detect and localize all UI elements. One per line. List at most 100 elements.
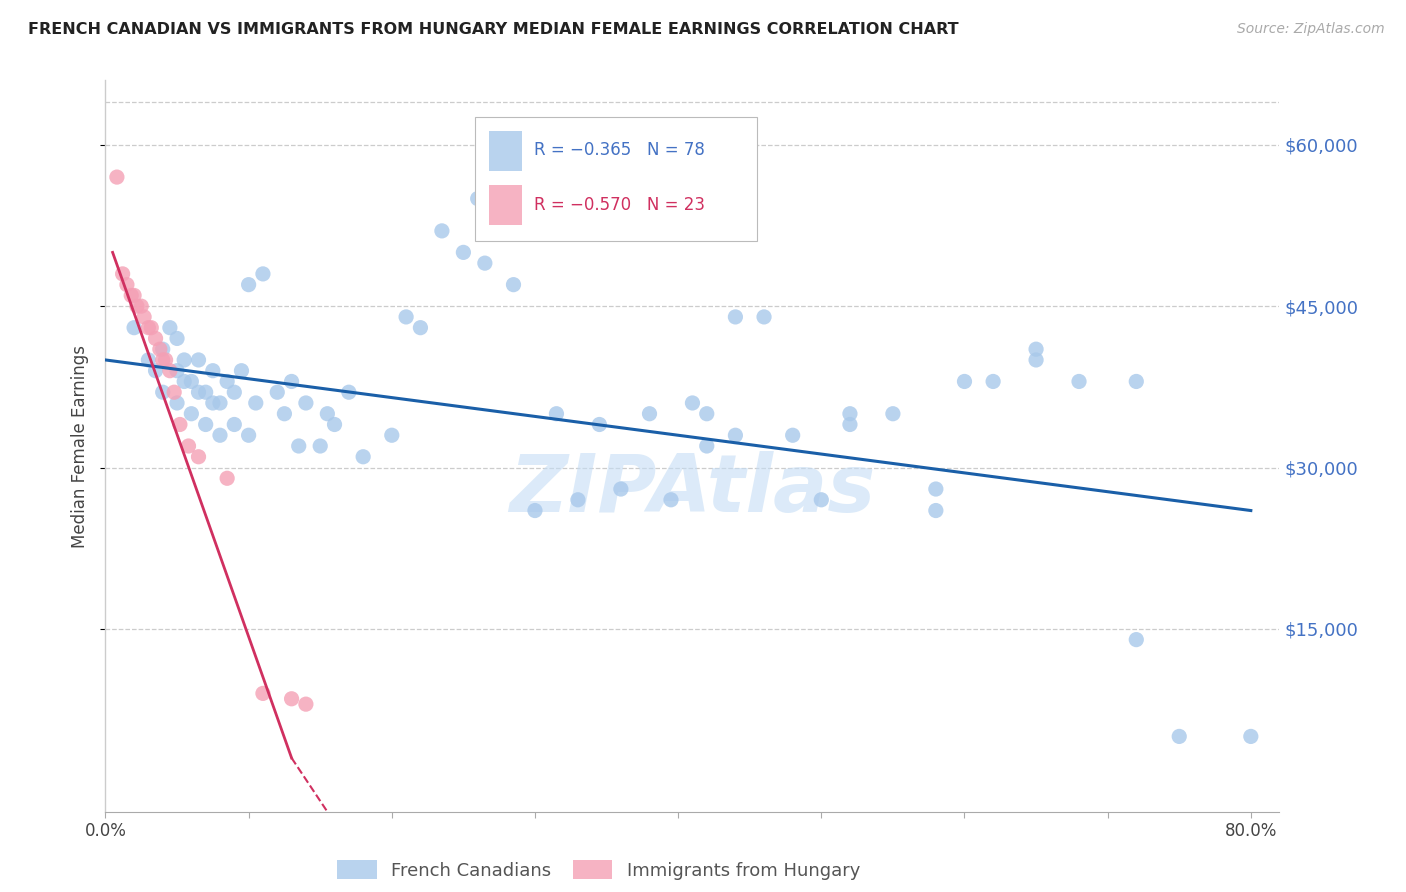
Point — [173, 353, 195, 368]
Point — [316, 407, 339, 421]
Point — [152, 353, 174, 368]
Point — [155, 353, 177, 368]
Point — [1025, 342, 1047, 356]
Point — [187, 353, 209, 368]
Point — [194, 417, 217, 432]
Point — [546, 407, 568, 421]
Point — [217, 375, 239, 389]
Point — [177, 439, 200, 453]
Point — [138, 353, 160, 368]
Point — [409, 320, 432, 334]
Point — [111, 267, 134, 281]
Point — [839, 417, 862, 432]
Point — [567, 192, 589, 206]
Point — [1067, 375, 1090, 389]
Point — [467, 192, 489, 206]
Legend: French Canadians, Immigrants from Hungary: French Canadians, Immigrants from Hungar… — [329, 853, 868, 887]
Point — [238, 277, 260, 292]
Point — [588, 417, 610, 432]
Point — [810, 492, 832, 507]
Point — [502, 277, 524, 292]
Point — [567, 492, 589, 507]
Point — [839, 407, 862, 421]
Point — [145, 331, 167, 345]
Point — [141, 320, 163, 334]
Point — [724, 310, 747, 324]
Point — [752, 310, 775, 324]
Point — [696, 439, 718, 453]
FancyBboxPatch shape — [475, 117, 756, 241]
Point — [224, 417, 246, 432]
Point — [280, 375, 302, 389]
Point — [159, 320, 181, 334]
Y-axis label: Median Female Earnings: Median Female Earnings — [72, 344, 90, 548]
Point — [1240, 730, 1263, 744]
Point — [337, 385, 360, 400]
Point — [925, 503, 948, 517]
Point — [681, 396, 703, 410]
Point — [115, 277, 138, 292]
Point — [129, 299, 152, 313]
Point — [132, 310, 155, 324]
Point — [1025, 353, 1047, 368]
Point — [252, 267, 274, 281]
Point — [659, 492, 682, 507]
Point — [295, 396, 318, 410]
Text: R = −0.365   N = 78: R = −0.365 N = 78 — [534, 142, 704, 160]
Point — [610, 482, 633, 496]
Point — [238, 428, 260, 442]
Point — [152, 385, 174, 400]
Point — [187, 385, 209, 400]
Point — [245, 396, 267, 410]
Point — [231, 364, 253, 378]
Point — [166, 331, 188, 345]
Point — [201, 364, 224, 378]
Point — [266, 385, 288, 400]
Point — [280, 691, 302, 706]
Point — [638, 170, 661, 185]
Point — [152, 342, 174, 356]
Point — [173, 375, 195, 389]
Point — [782, 428, 804, 442]
Text: R = −0.570   N = 23: R = −0.570 N = 23 — [534, 195, 704, 213]
Point — [201, 396, 224, 410]
Point — [163, 385, 186, 400]
Point — [122, 320, 145, 334]
Point — [169, 417, 191, 432]
Point — [224, 385, 246, 400]
Point — [217, 471, 239, 485]
Point — [166, 364, 188, 378]
Point — [287, 439, 309, 453]
Text: Source: ZipAtlas.com: Source: ZipAtlas.com — [1237, 22, 1385, 37]
Point — [145, 364, 167, 378]
Point — [122, 288, 145, 302]
Point — [138, 320, 160, 334]
Point — [638, 407, 661, 421]
Point — [882, 407, 904, 421]
Point — [208, 428, 231, 442]
FancyBboxPatch shape — [489, 131, 522, 171]
Point — [696, 407, 718, 421]
Point — [1125, 632, 1147, 647]
Point — [953, 375, 976, 389]
Point — [120, 288, 142, 302]
Text: FRENCH CANADIAN VS IMMIGRANTS FROM HUNGARY MEDIAN FEMALE EARNINGS CORRELATION CH: FRENCH CANADIAN VS IMMIGRANTS FROM HUNGA… — [28, 22, 959, 37]
Point — [166, 396, 188, 410]
Point — [352, 450, 374, 464]
Point — [724, 428, 747, 442]
Point — [523, 503, 546, 517]
Point — [187, 450, 209, 464]
Point — [295, 697, 318, 711]
Point — [1168, 730, 1191, 744]
Point — [252, 686, 274, 700]
Point — [180, 375, 202, 389]
Point — [273, 407, 295, 421]
Point — [381, 428, 404, 442]
Point — [180, 407, 202, 421]
Point — [474, 256, 496, 270]
Point — [981, 375, 1004, 389]
Point — [105, 170, 128, 185]
Point — [125, 299, 148, 313]
Point — [925, 482, 948, 496]
FancyBboxPatch shape — [489, 185, 522, 225]
